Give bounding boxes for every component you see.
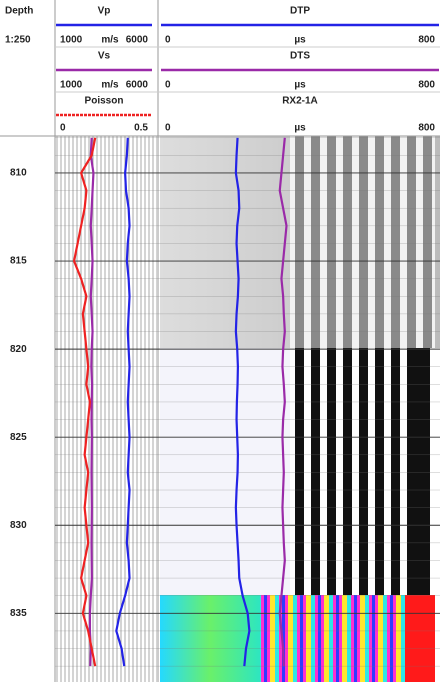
- curve-name: Vp: [98, 6, 111, 17]
- well-log: Depth 1:250 810 815 820 825 830 835 Vp 1000 6000…: [0, 0, 440, 682]
- scale-unit: µs: [294, 80, 306, 91]
- scale-max: 6000: [126, 80, 149, 91]
- curve-name: DTS: [290, 51, 310, 62]
- scale-unit: m/s: [101, 80, 119, 91]
- depth-tick-label: 815: [10, 256, 27, 267]
- depth-tick-label: 810: [10, 168, 27, 179]
- depth-tick-label: 825: [10, 432, 27, 443]
- scale-label: 1:250: [5, 35, 31, 46]
- scale-unit: µs: [294, 35, 306, 46]
- scale-min: 1000: [60, 35, 83, 46]
- curve-name: DTP: [290, 6, 310, 17]
- curve-name: RX2-1A: [282, 96, 318, 107]
- scale-min: 0: [165, 35, 171, 46]
- scale-min: 0: [165, 80, 171, 91]
- depth-label: Depth: [5, 6, 33, 17]
- scale-max: 800: [418, 35, 435, 46]
- curve-name: Poisson: [85, 96, 124, 107]
- depth-tick-label: 820: [10, 344, 27, 355]
- layout: [0, 0, 440, 682]
- curve-name: Vs: [98, 51, 111, 62]
- scale-max: 800: [418, 123, 435, 134]
- scale-min: 0: [165, 123, 171, 134]
- scale-unit: m/s: [101, 35, 119, 46]
- scale-min: 0: [60, 123, 66, 134]
- depth-tick-label: 835: [10, 608, 27, 619]
- depth-tick-label: 830: [10, 520, 27, 531]
- scale-max: 0.5: [134, 123, 148, 134]
- scale-unit: µs: [294, 123, 306, 134]
- scale-min: 1000: [60, 80, 83, 91]
- scale-max: 6000: [126, 35, 149, 46]
- scale-max: 800: [418, 80, 435, 91]
